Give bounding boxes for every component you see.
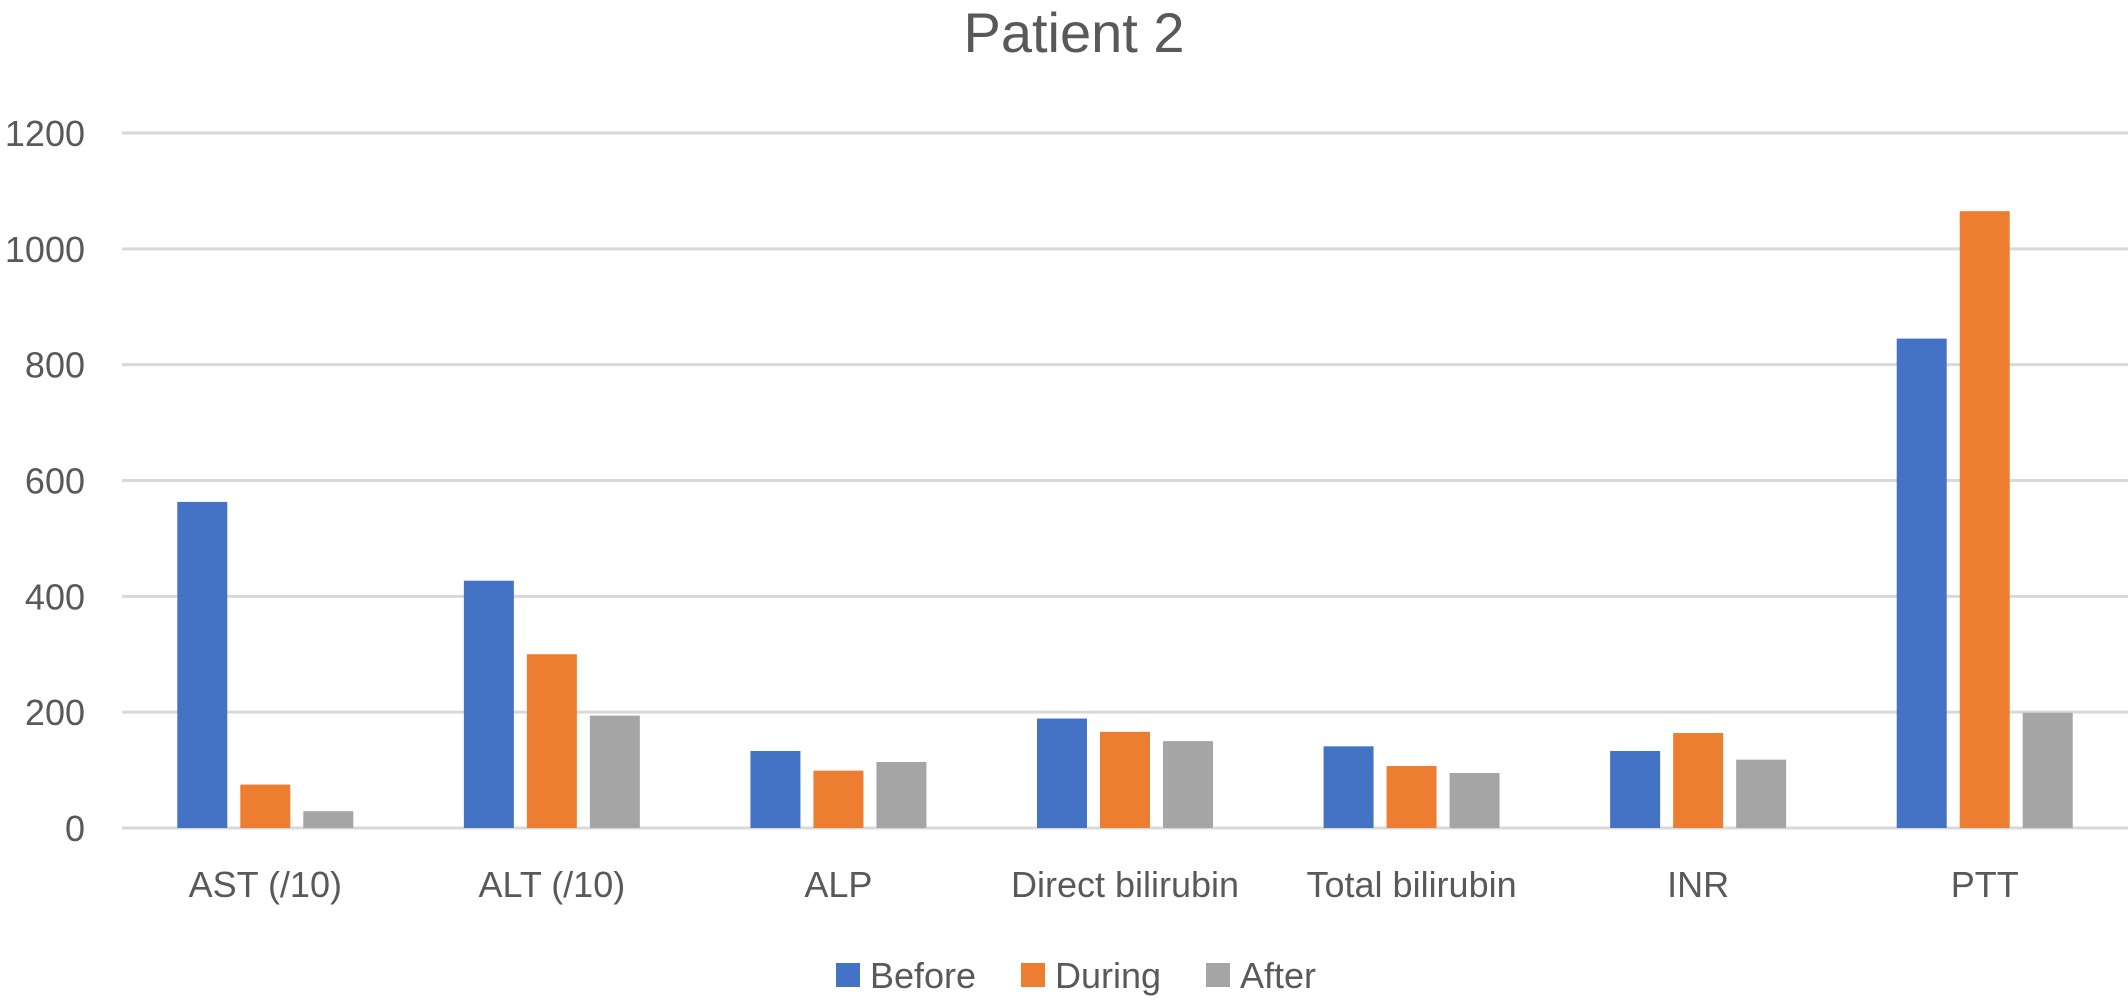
- bar-after-2: [876, 761, 927, 828]
- legend-swatch-during: [1021, 963, 1045, 987]
- legend-label-after: After: [1240, 955, 1316, 996]
- bar-during-4: [1386, 766, 1437, 828]
- x-category-label: ALT (/10): [478, 864, 625, 905]
- bar-before-2: [750, 750, 801, 828]
- x-category-label: AST (/10): [189, 864, 342, 905]
- y-tick-label: 400: [25, 576, 85, 617]
- bar-during-3: [1100, 731, 1150, 828]
- x-category-label: ALP: [804, 864, 872, 905]
- x-axis-category-labels: AST (/10) ALT (/10) ALP Direct bilirubin Tot…: [189, 864, 2019, 905]
- x-category-label: Total bilirubin: [1307, 864, 1517, 905]
- bars: [177, 211, 2073, 828]
- legend-swatch-after: [1206, 963, 1230, 987]
- bar-before-1: [463, 580, 514, 828]
- bar-before-0: [177, 501, 228, 828]
- bar-during-1: [526, 654, 577, 828]
- legend-label-during: During: [1055, 955, 1161, 996]
- gridlines: [122, 131, 2128, 830]
- bar-during-0: [240, 784, 291, 828]
- legend-label-before: Before: [870, 955, 976, 996]
- bar-during-6: [1959, 211, 2010, 828]
- bar-before-3: [1037, 718, 1087, 828]
- y-tick-label: 200: [25, 692, 85, 733]
- bar-during-2: [813, 770, 864, 828]
- y-axis-tick-labels: 0 200 400 600 800 1000 1200: [5, 113, 85, 849]
- chart-title: Patient 2: [963, 1, 1184, 64]
- bar-after-3: [1163, 741, 1213, 828]
- bar-before-5: [1610, 750, 1661, 828]
- bar-after-6: [2022, 712, 2073, 828]
- y-tick-label: 1200: [5, 113, 85, 154]
- bar-after-0: [303, 811, 354, 828]
- bar-during-5: [1673, 733, 1724, 828]
- bar-after-4: [1449, 772, 1500, 828]
- y-tick-label: 600: [25, 461, 85, 502]
- bar-after-1: [589, 715, 640, 828]
- y-tick-label: 1000: [5, 229, 85, 270]
- x-category-label: Direct bilirubin: [1011, 864, 1239, 905]
- bar-before-4: [1323, 746, 1374, 828]
- x-category-label: PTT: [1951, 864, 2019, 905]
- legend: Before During After: [836, 955, 1316, 996]
- y-tick-label: 0: [65, 808, 85, 849]
- bar-after-5: [1736, 759, 1787, 828]
- bar-before-6: [1896, 338, 1947, 828]
- y-tick-label: 800: [25, 345, 85, 386]
- legend-swatch-before: [836, 963, 860, 987]
- x-category-label: INR: [1667, 864, 1729, 905]
